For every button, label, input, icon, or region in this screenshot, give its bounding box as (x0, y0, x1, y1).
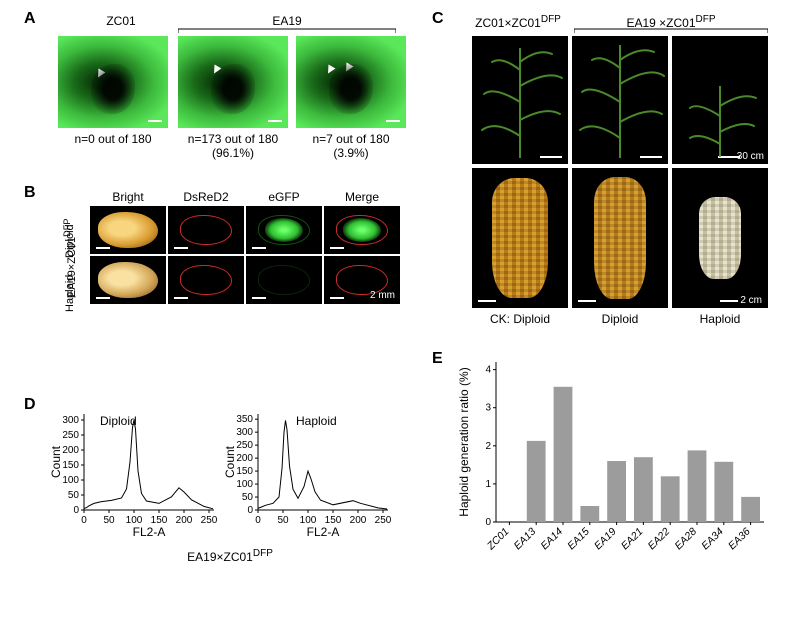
panel-b-img-haploid-bright (90, 256, 166, 304)
panel-b-col-dsred: DsReD2 (168, 190, 244, 204)
svg-text:2: 2 (485, 441, 491, 452)
panel-c-header-left: ZC01×ZC01DFP (468, 14, 568, 30)
panel-d-bottom-label: EA19×ZC01DFP (140, 548, 320, 564)
panel-b-row-diploid: Diploid (64, 198, 76, 258)
svg-text:0: 0 (255, 515, 261, 526)
panel-a-img-3 (296, 36, 406, 128)
svg-text:EA14: EA14 (538, 526, 565, 553)
scale-bar (268, 120, 282, 122)
svg-text:50: 50 (242, 492, 254, 503)
panel-b-img-diploid-egfp (246, 206, 322, 254)
svg-text:FL2-A: FL2-A (133, 525, 166, 538)
svg-text:200: 200 (176, 515, 193, 526)
panel-d-title-right: Haploid (296, 414, 366, 428)
svg-text:1: 1 (485, 479, 491, 490)
svg-text:50: 50 (68, 490, 80, 501)
scale-bar (386, 120, 400, 122)
panel-b-img-haploid-dsred (168, 256, 244, 304)
scale-bar (148, 120, 162, 122)
svg-text:Count: Count (223, 445, 237, 478)
panel-b-row-haploid: Haploid (64, 252, 76, 312)
panel-c-bottom-3: Haploid (672, 312, 768, 326)
svg-text:FL2-A: FL2-A (307, 525, 340, 538)
panel-a-header-ea19: EA19 (182, 14, 392, 28)
panel-c-plant-1 (472, 36, 568, 164)
svg-text:ZC01: ZC01 (484, 526, 511, 553)
svg-text:150: 150 (62, 460, 79, 471)
panel-c-bottom-2: Diploid (572, 312, 668, 326)
svg-text:300: 300 (236, 427, 253, 438)
svg-text:200: 200 (62, 445, 79, 456)
svg-text:EA28: EA28 (672, 526, 699, 553)
panel-b-col-egfp: eGFP (246, 190, 322, 204)
svg-text:EA22: EA22 (646, 526, 673, 553)
svg-text:300: 300 (62, 415, 79, 426)
svg-text:EA21: EA21 (619, 526, 646, 553)
panel-b-scale-text: 2 mm (370, 290, 395, 301)
svg-text:200: 200 (236, 453, 253, 464)
panel-d-title-left: Diploid (100, 414, 170, 428)
svg-text:EA19: EA19 (592, 526, 619, 553)
panel-a-caption-2: n=173 out of 180 (96.1%) (178, 132, 288, 160)
panel-c-scale-bottom: 2 cm (740, 295, 762, 306)
panel-c-bottom-1: CK: Diploid (472, 312, 568, 326)
svg-text:EA36: EA36 (726, 526, 753, 553)
svg-text:50: 50 (103, 515, 115, 526)
panel-b-col-merge: Merge (324, 190, 400, 204)
panel-e-label: E (432, 350, 443, 368)
svg-text:4: 4 (485, 365, 491, 376)
panel-a-caption-3: n=7 out of 180 (3.9%) (296, 132, 406, 160)
panel-d-label: D (24, 396, 36, 414)
panel-c-label: C (432, 10, 444, 28)
svg-text:3: 3 (485, 403, 491, 414)
panel-c-ear-2 (572, 168, 668, 308)
panel-c-plant-3: 30 cm (672, 36, 768, 164)
arrow-icon (343, 63, 354, 74)
panel-e-chart: 01234ZC01EA13EA14EA15EA19EA21EA22EA28EA3… (454, 354, 770, 586)
svg-text:250: 250 (236, 440, 253, 451)
svg-text:250: 250 (375, 515, 392, 526)
panel-a-caption-1: n=0 out of 180 (58, 132, 168, 146)
svg-text:250: 250 (201, 515, 218, 526)
panel-a-label: A (24, 10, 36, 28)
svg-text:EA15: EA15 (565, 526, 592, 553)
panel-b-img-diploid-bright (90, 206, 166, 254)
panel-a-bracket (178, 28, 396, 34)
arrow-icon (95, 69, 106, 80)
panel-c-scale-top: 30 cm (737, 151, 764, 162)
panel-a-img-2 (178, 36, 288, 128)
panel-c-ear-1 (472, 168, 568, 308)
svg-text:200: 200 (350, 515, 367, 526)
panel-a-img-1 (58, 36, 168, 128)
svg-text:50: 50 (277, 515, 289, 526)
svg-text:0: 0 (81, 515, 87, 526)
panel-b-img-diploid-dsred (168, 206, 244, 254)
panel-c-bracket (574, 28, 768, 34)
panel-c-ear-3: 2 cm (672, 168, 768, 308)
svg-text:100: 100 (62, 475, 79, 486)
svg-text:100: 100 (236, 479, 253, 490)
svg-text:150: 150 (236, 466, 253, 477)
panel-b-col-bright: Bright (90, 190, 166, 204)
svg-text:0: 0 (73, 505, 79, 516)
svg-text:0: 0 (247, 505, 253, 516)
panel-b-img-haploid-merge: 2 mm (324, 256, 400, 304)
arrow-icon (325, 65, 336, 76)
panel-c-plant-2 (572, 36, 668, 164)
panel-a-header-zc01: ZC01 (74, 14, 168, 28)
svg-text:EA13: EA13 (512, 526, 539, 553)
svg-text:Count: Count (49, 445, 63, 478)
panel-b-img-diploid-merge (324, 206, 400, 254)
panel-b-img-haploid-egfp (246, 256, 322, 304)
svg-text:EA34: EA34 (699, 526, 726, 553)
svg-text:Haploid generation ratio (%): Haploid generation ratio (%) (457, 367, 471, 516)
svg-text:350: 350 (236, 414, 253, 425)
panel-b-label: B (24, 184, 36, 202)
arrow-icon (211, 65, 222, 76)
svg-text:0: 0 (485, 517, 491, 528)
svg-text:250: 250 (62, 430, 79, 441)
